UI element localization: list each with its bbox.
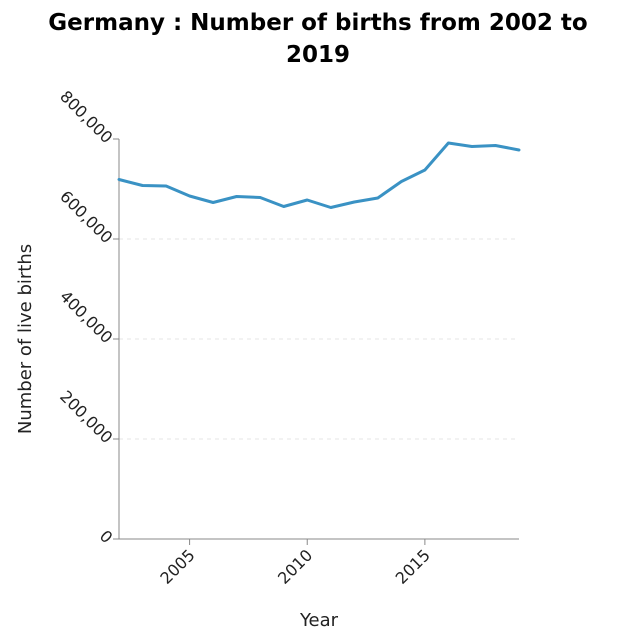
series-line <box>117 141 521 209</box>
chart-title-line-2: 2019 <box>286 42 350 68</box>
y-tick-label: 600,000 <box>56 187 116 247</box>
axes <box>113 138 519 545</box>
grid-lines <box>119 238 519 440</box>
y-tick-label: 800,000 <box>56 87 116 147</box>
x-tick-label: 2005 <box>156 546 198 588</box>
y-tick-labels: 0 200,000 400,000 600,000 800,000 <box>56 87 116 547</box>
y-tick-label: 200,000 <box>56 387 116 447</box>
x-axis-title: Year <box>299 610 339 631</box>
y-tick-label: 0 <box>96 526 117 547</box>
series-layer <box>117 141 521 209</box>
chart-title-line-1: Germany : Number of births from 2002 to <box>48 10 587 36</box>
x-tick-label: 2010 <box>274 546 316 588</box>
x-tick-labels: 2005 2010 2015 <box>156 546 434 588</box>
x-tick-label: 2015 <box>392 546 434 588</box>
y-axis-title: Number of live births <box>15 244 36 434</box>
y-tick-label: 400,000 <box>56 287 116 347</box>
